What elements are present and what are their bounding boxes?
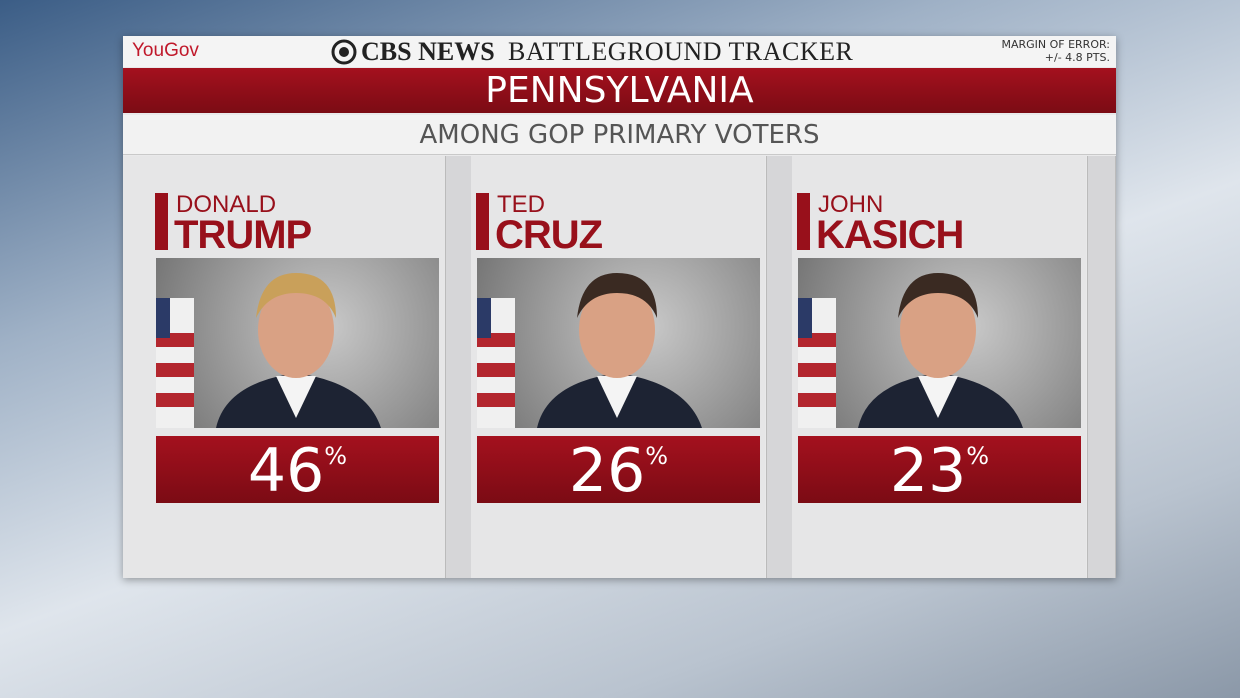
hair	[256, 273, 336, 318]
flag	[798, 298, 836, 428]
brand: YouGov	[132, 40, 199, 61]
percent-box: 26%	[477, 436, 760, 506]
divider	[445, 156, 472, 578]
face	[900, 282, 976, 378]
first-name: DONALD	[176, 191, 277, 218]
graphic-panel: YouGov CBS NEWS BATTLEGROUND TRACKER MAR…	[123, 36, 1116, 578]
divider	[766, 156, 793, 578]
tracker-title: BATTLEGROUND TRACKER	[508, 37, 854, 66]
last-name: CRUZ	[495, 213, 603, 257]
portrait	[798, 273, 1023, 428]
flag	[477, 298, 515, 428]
margin-label: MARGIN OF ERROR:	[1001, 38, 1110, 51]
state-banner: PENNSYLVANIA	[123, 68, 1116, 113]
subtitle: AMONG GOP PRIMARY VOTERS	[123, 115, 1116, 155]
percent-value: 46	[247, 436, 325, 506]
portrait	[156, 273, 381, 428]
top-bar: YouGov CBS NEWS BATTLEGROUND TRACKER MAR…	[123, 36, 1116, 67]
percent-sign: %	[324, 442, 348, 470]
margin-of-error: MARGIN OF ERROR: +/- 4.8 PTS.	[1001, 38, 1110, 64]
last-name: KASICH	[816, 213, 964, 257]
percent-box: 23%	[798, 436, 1081, 506]
candidate-photo	[477, 258, 760, 428]
percent-box: 46%	[156, 436, 439, 506]
candidate-photo	[798, 258, 1081, 428]
name-marker	[155, 193, 168, 250]
face	[258, 282, 334, 378]
shirt	[597, 376, 637, 418]
name-marker	[476, 193, 489, 250]
first-name: TED	[497, 191, 545, 218]
first-name: JOHN	[818, 191, 884, 218]
cbs-eye	[331, 39, 357, 65]
network: CBS NEWS	[361, 37, 495, 66]
divider	[1087, 156, 1116, 578]
shirt	[918, 376, 958, 418]
face	[579, 282, 655, 378]
percent-sign: %	[645, 442, 669, 470]
candidate-photo	[156, 258, 439, 428]
margin-value: +/- 4.8 PTS.	[1044, 51, 1110, 64]
last-name: TRUMP	[174, 213, 312, 257]
percent-sign: %	[966, 442, 990, 470]
portrait	[477, 273, 702, 428]
percent-value: 23	[889, 436, 967, 506]
flag	[156, 298, 194, 428]
shirt	[276, 376, 316, 418]
hair	[898, 273, 978, 318]
percent-value: 26	[568, 436, 646, 506]
hair	[577, 273, 657, 318]
name-marker	[797, 193, 810, 250]
